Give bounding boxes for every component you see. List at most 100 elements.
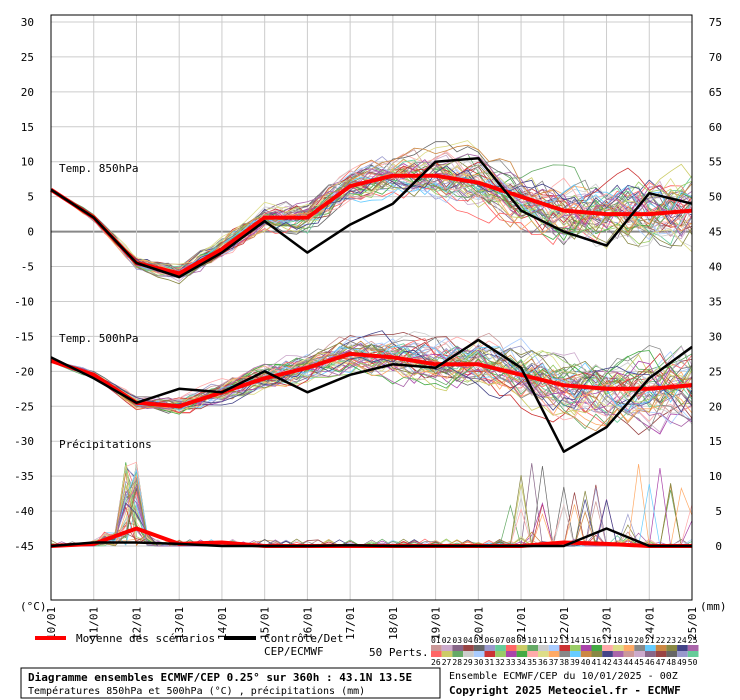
y-right-tick-label: 30 [709, 330, 722, 343]
member-number: 23 [666, 636, 676, 645]
x-tick-label: 24/01 [643, 607, 656, 640]
member-number: 05 [474, 636, 484, 645]
y-left-tick-label: 25 [21, 51, 34, 64]
member-number: 34 [517, 658, 527, 667]
member-swatch [580, 645, 592, 651]
member-number: 36 [538, 658, 548, 667]
member-number: 02 [442, 636, 452, 645]
member-number: 25 [688, 636, 698, 645]
y-left-tick-label: -15 [14, 330, 34, 343]
member-swatch [591, 651, 603, 657]
member-swatch [559, 645, 571, 651]
member-number: 22 [656, 636, 666, 645]
copyright: Copyright 2025 Meteociel.fr - ECMWF [449, 684, 681, 697]
member-swatch [655, 645, 667, 651]
y-right-tick-label: 60 [709, 121, 722, 134]
member-swatch [677, 651, 688, 657]
x-tick-label: 16/01 [301, 607, 314, 640]
right-unit: (mm) [700, 600, 727, 613]
y-left-tick-label: 0 [27, 226, 34, 239]
y-right-tick-label: 55 [709, 156, 722, 169]
y-left-tick-label: -10 [14, 295, 34, 308]
member-number: 46 [645, 658, 655, 667]
x-tick-label: 21/01 [515, 607, 528, 640]
y-right-tick-label: 50 [709, 191, 722, 204]
x-tick-label: 13/01 [173, 607, 186, 640]
member-line [50, 169, 693, 271]
chart-title: Diagramme ensembles ECMWF/CEP 0.25° sur … [28, 671, 412, 684]
panel-label-precip: Précipitations [59, 438, 152, 451]
member-number: 03 [452, 636, 462, 645]
member-line [50, 342, 693, 407]
y-right-tick-label: 0 [715, 540, 722, 553]
member-swatch [666, 651, 678, 657]
member-number: 21 [645, 636, 655, 645]
member-number: 29 [463, 658, 473, 667]
member-legend: 01 02 03 04 05 06 07 08 09 10 11 12 13 14 15 16 17 18 19 20… [431, 636, 699, 667]
member-number: 20 [634, 636, 644, 645]
y-right-tick-label: 45 [709, 226, 722, 239]
member-number: 11 [538, 636, 548, 645]
y-left-tick-label: 20 [21, 86, 34, 99]
y-right-tick-label: 5 [715, 505, 722, 518]
member-line [50, 169, 693, 274]
mean-line-t500 [50, 351, 693, 409]
member-swatch [634, 645, 645, 651]
y-right-tick-label: 35 [709, 295, 722, 308]
y-left-tick-label: 5 [27, 191, 34, 204]
member-swatch [623, 645, 635, 651]
y-left-tick-label: -40 [14, 505, 34, 518]
member-swatch [431, 645, 442, 651]
member-number: 24 [677, 636, 687, 645]
member-swatch [655, 651, 667, 657]
member-swatch [452, 645, 464, 651]
member-swatch [580, 651, 592, 657]
y-right-tick-label: 15 [709, 435, 722, 448]
member-swatch [666, 645, 678, 651]
x-tick-label: 18/01 [387, 607, 400, 640]
member-number: 18 [613, 636, 623, 645]
member-number: 13 [559, 636, 569, 645]
member-number: 30 [474, 658, 484, 667]
member-swatch [645, 645, 656, 651]
x-tick-label: 19/01 [430, 607, 443, 640]
member-swatch [570, 651, 581, 657]
member-number: 48 [666, 658, 676, 667]
member-number: 37 [549, 658, 559, 667]
mean-line-t850 [49, 173, 693, 276]
member-number: 06 [485, 636, 495, 645]
member-number: 17 [602, 636, 612, 645]
legend-mean-label: Moyenne des scénarios [76, 632, 215, 645]
member-line [50, 359, 693, 427]
member-line [50, 354, 693, 432]
x-tick-label: 23/01 [601, 607, 614, 640]
member-swatch [495, 651, 506, 657]
member-swatch [602, 651, 613, 657]
member-swatch [473, 651, 485, 657]
x-tick-label: 20/01 [472, 607, 485, 640]
member-number: 14 [570, 636, 580, 645]
member-number: 16 [592, 636, 602, 645]
member-swatch [441, 645, 453, 651]
panel-label-t500: Temp. 500hPa [59, 332, 138, 345]
y-left-tick-label: -30 [14, 435, 34, 448]
y-left-tick-label: 10 [21, 156, 34, 169]
member-swatch [484, 645, 496, 651]
member-swatch [687, 645, 699, 651]
member-swatch [527, 651, 538, 657]
y-left-tick-label: -5 [21, 261, 34, 274]
member-swatch [602, 645, 613, 651]
x-tick-label: 10/01 [45, 607, 58, 640]
member-number: 15 [581, 636, 591, 645]
left-axis-ticks: 30 25 20 15 10 5 0 -5 -10 -15 -20 -25 -30 -35 -40 -45 [14, 16, 34, 553]
member-line [50, 153, 693, 273]
member-number: 40 [581, 658, 591, 667]
member-swatch [463, 651, 474, 657]
y-right-tick-label: 75 [709, 16, 722, 29]
member-line [50, 170, 693, 278]
member-swatch [527, 645, 538, 651]
title-box [20, 667, 441, 699]
member-swatch [538, 651, 549, 657]
